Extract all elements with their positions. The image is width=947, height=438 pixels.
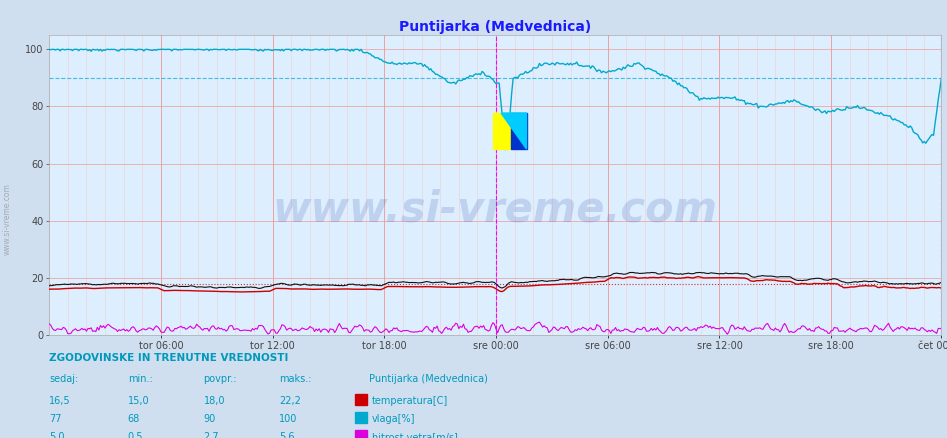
Text: temperatura[C]: temperatura[C] (372, 396, 449, 406)
Text: 18,0: 18,0 (204, 396, 225, 406)
Text: 77: 77 (49, 414, 62, 424)
Text: sedaj:: sedaj: (49, 374, 79, 385)
Bar (492, 113, 511, 149)
Text: 15,0: 15,0 (128, 396, 150, 406)
Polygon shape (501, 113, 527, 149)
Text: 90: 90 (204, 414, 216, 424)
Text: 5,6: 5,6 (279, 432, 295, 438)
Text: 5,0: 5,0 (49, 432, 64, 438)
Text: Puntijarka (Medvednica): Puntijarka (Medvednica) (369, 374, 489, 385)
Text: hitrost vetra[m/s]: hitrost vetra[m/s] (372, 432, 458, 438)
Text: 2,7: 2,7 (204, 432, 219, 438)
Title: Puntijarka (Medvednica): Puntijarka (Medvednica) (399, 20, 592, 34)
Text: vlaga[%]: vlaga[%] (372, 414, 416, 424)
Text: www.si-vreme.com: www.si-vreme.com (3, 183, 12, 255)
Text: ZGODOVINSKE IN TRENUTNE VREDNOSTI: ZGODOVINSKE IN TRENUTNE VREDNOSTI (49, 353, 289, 363)
Text: povpr.:: povpr.: (204, 374, 237, 385)
Text: 22,2: 22,2 (279, 396, 301, 406)
Text: maks.:: maks.: (279, 374, 312, 385)
Text: 100: 100 (279, 414, 297, 424)
Text: 16,5: 16,5 (49, 396, 71, 406)
Text: www.si-vreme.com: www.si-vreme.com (273, 188, 718, 230)
Text: 0,5: 0,5 (128, 432, 143, 438)
Bar (511, 113, 527, 149)
Text: min.:: min.: (128, 374, 152, 385)
Text: 68: 68 (128, 414, 140, 424)
